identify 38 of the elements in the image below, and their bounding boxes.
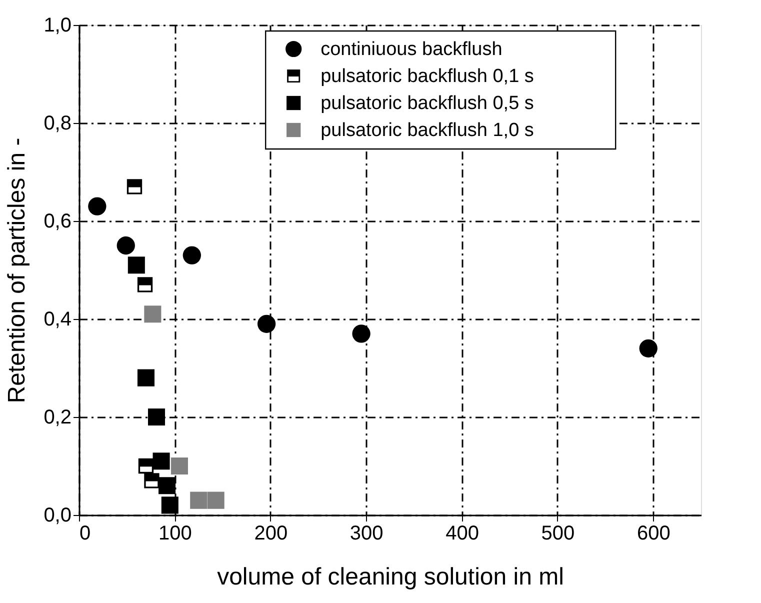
point xyxy=(152,452,170,470)
point xyxy=(158,477,176,494)
y-tick-label: 0,8 xyxy=(44,112,72,134)
legend-label: pulsatoric backflush 1,0 s xyxy=(320,120,534,141)
x-tick-label: 500 xyxy=(541,522,575,544)
point xyxy=(137,277,153,292)
y-tick-label: 0,2 xyxy=(44,406,72,428)
y-tick-label: 0,0 xyxy=(44,504,72,526)
x-tick-label: 300 xyxy=(350,522,384,544)
point xyxy=(207,492,224,509)
y-tick-label: 0,6 xyxy=(44,210,72,232)
point xyxy=(144,306,162,323)
point xyxy=(639,339,658,358)
y-axis-title: Retention of particles in - xyxy=(4,138,31,404)
point xyxy=(257,314,276,333)
point xyxy=(170,457,188,475)
legend-label: pulsatoric backflush 0,1 s xyxy=(320,66,534,87)
legend-label: pulsatoric backflush 0,5 s xyxy=(320,93,534,114)
x-tick-label: 100 xyxy=(158,522,192,544)
point xyxy=(352,324,370,343)
point xyxy=(116,236,135,255)
point xyxy=(88,197,106,216)
point xyxy=(190,492,208,509)
point xyxy=(182,246,201,264)
point xyxy=(126,179,142,194)
y-tick-label: 0,4 xyxy=(44,308,72,330)
x-tick-label: 200 xyxy=(254,522,288,544)
x-tick-label: 600 xyxy=(636,522,670,544)
x-axis-title: volume of cleaning solution in ml xyxy=(217,564,564,590)
point xyxy=(128,256,145,274)
legend-label: continiuous backflush xyxy=(320,39,502,60)
y-tick-label: 1,0 xyxy=(44,14,72,36)
point xyxy=(144,473,160,488)
point xyxy=(137,369,154,386)
point xyxy=(148,408,166,426)
x-tick-label: 0 xyxy=(80,522,91,544)
point xyxy=(161,496,178,514)
x-tick-label: 400 xyxy=(446,522,479,544)
